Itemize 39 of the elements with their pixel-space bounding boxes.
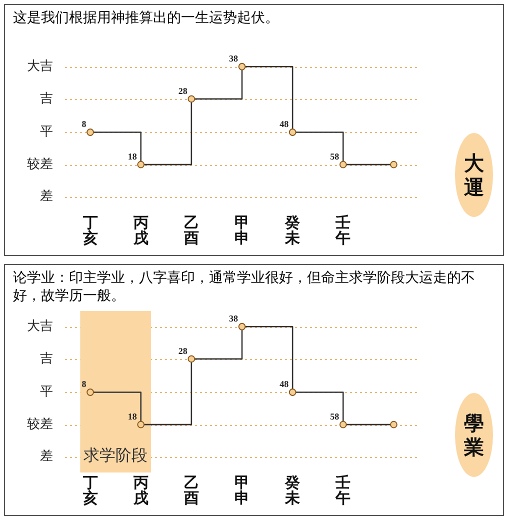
- ref-line-label: 吉: [40, 91, 53, 106]
- x-tick-label: 乙酉: [182, 473, 199, 508]
- x-tick-label: 丙戌: [132, 213, 148, 248]
- ref-line-label: 较差: [27, 156, 53, 172]
- ref-line-label: 平: [40, 124, 53, 140]
- ref-line-label: 大吉: [27, 319, 53, 334]
- x-tick-label: 癸未: [284, 473, 302, 508]
- annotation: 38: [229, 313, 238, 324]
- annotation: 58: [330, 151, 340, 162]
- band-label: 求学阶段: [84, 446, 148, 465]
- ref-line-label: 大吉: [27, 59, 53, 74]
- x-tick-label: 丙戌: [132, 473, 148, 508]
- annotation: 18: [128, 411, 138, 422]
- annotation: 38: [229, 53, 238, 64]
- ref-line-label: 平: [40, 384, 53, 400]
- ref-line-label: 差: [40, 449, 53, 464]
- text: 學業: [464, 411, 484, 459]
- chart-title: 这是我们根据用神推算出的一生运势起伏。: [12, 9, 280, 28]
- ref-line-label: 较差: [27, 416, 53, 432]
- text: 大運: [464, 151, 484, 199]
- x-tick-label: 乙酉: [182, 213, 199, 248]
- x-tick-label: 壬午: [334, 473, 351, 508]
- x-tick-label: 癸未: [284, 213, 302, 248]
- x-tick-label: 甲申: [234, 473, 250, 508]
- chart-title: 论学业：印主学业，八字喜印，通常学业很好，但命主求学阶段大运走的不好，故学历一般。: [12, 269, 476, 305]
- annotation: 28: [178, 86, 188, 96]
- ref-line-label: 吉: [40, 351, 53, 366]
- annotation: 58: [330, 411, 340, 422]
- annotation: 48: [280, 119, 290, 130]
- x-tick-label: 丁亥: [82, 213, 98, 248]
- annotation: 48: [280, 379, 290, 390]
- annotation: 8: [82, 119, 87, 130]
- x-tick-label: 甲申: [234, 213, 250, 248]
- annotation: 28: [178, 346, 188, 356]
- x-tick-label: 壬午: [334, 213, 351, 248]
- annotation: 8: [82, 379, 87, 390]
- x-tick-label: 丁亥: [82, 473, 98, 508]
- annotation: 18: [128, 151, 138, 162]
- ref-line-label: 差: [40, 189, 53, 204]
